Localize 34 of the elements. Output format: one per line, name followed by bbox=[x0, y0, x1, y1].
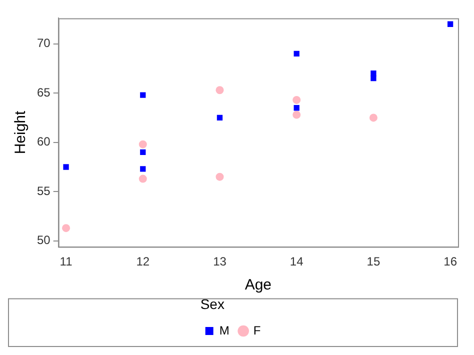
point bbox=[369, 114, 378, 122]
x-tick-label: 11 bbox=[60, 254, 73, 268]
point bbox=[62, 224, 70, 232]
y-tick-label: 55 bbox=[36, 184, 51, 198]
x-tick-label: 13 bbox=[213, 254, 227, 268]
point bbox=[216, 86, 224, 94]
point bbox=[138, 174, 147, 183]
point bbox=[292, 110, 301, 119]
point bbox=[140, 149, 146, 156]
legend-label: M bbox=[219, 323, 230, 338]
x-tick-label: 16 bbox=[444, 254, 458, 268]
legend-title: Sex bbox=[200, 296, 224, 312]
y-tick-label: 50 bbox=[36, 233, 51, 248]
y-tick-label: 65 bbox=[36, 85, 51, 100]
y-tick-label: 70 bbox=[36, 36, 51, 50]
point bbox=[447, 21, 454, 27]
point bbox=[294, 50, 300, 56]
point bbox=[370, 70, 376, 76]
point bbox=[370, 75, 376, 82]
x-tick-label: 14 bbox=[290, 254, 304, 268]
x-tick-label: 15 bbox=[366, 254, 380, 268]
point bbox=[140, 92, 146, 98]
point bbox=[138, 140, 147, 148]
y-tick-label: 60 bbox=[36, 134, 51, 149]
point bbox=[216, 172, 224, 181]
point bbox=[63, 164, 69, 170]
x-axis-title: Age bbox=[244, 276, 272, 294]
x-tick-label: 12 bbox=[136, 254, 150, 268]
y-axis-title: Height bbox=[12, 110, 30, 154]
point bbox=[292, 96, 301, 104]
point bbox=[294, 105, 300, 111]
legend-label: F bbox=[253, 323, 261, 338]
point bbox=[140, 166, 146, 172]
point bbox=[216, 114, 223, 121]
